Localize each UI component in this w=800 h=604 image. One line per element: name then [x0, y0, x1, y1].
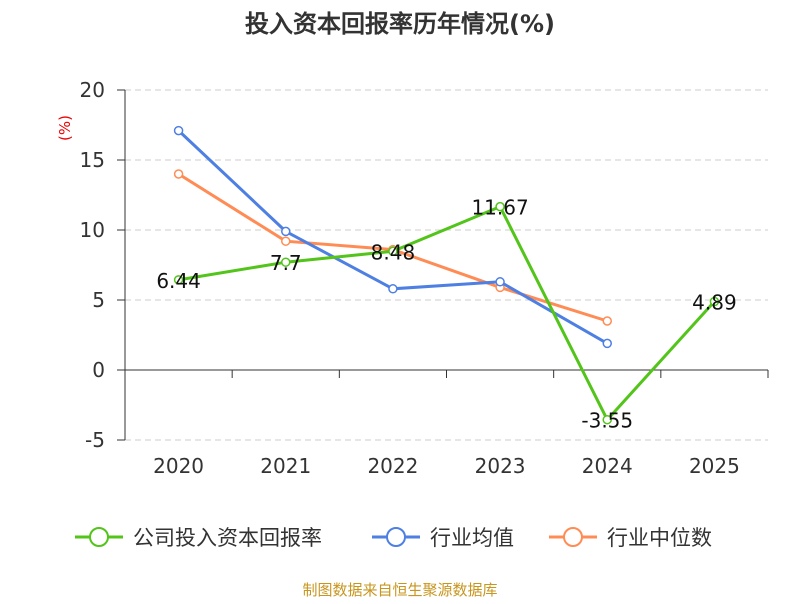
- x-tick-label: 2021: [260, 454, 311, 478]
- y-tick-label: 0: [92, 358, 105, 382]
- x-tick-label: 2020: [153, 454, 204, 478]
- data-point[interactable]: [173, 125, 184, 136]
- x-tick-label: 2023: [475, 454, 526, 478]
- data-point[interactable]: [281, 226, 291, 237]
- legend-marker[interactable]: [563, 527, 583, 547]
- data-label: 4.89: [692, 291, 737, 315]
- data-label: 6.44: [156, 269, 201, 293]
- y-tick-label: 10: [80, 218, 105, 242]
- x-tick-label: 2025: [689, 454, 740, 478]
- source-note: 制图数据来自恒生聚源数据库: [302, 581, 497, 599]
- data-point[interactable]: [281, 257, 291, 267]
- data-point[interactable]: [281, 236, 291, 246]
- data-label: 11.67: [471, 196, 528, 220]
- x-tick-label: 2024: [582, 454, 633, 478]
- legend-marker[interactable]: [386, 527, 406, 547]
- x-tick-label: 2022: [367, 454, 418, 478]
- data-label: -3.55: [581, 409, 633, 433]
- legend-label[interactable]: 行业中位数: [607, 526, 712, 550]
- data-point[interactable]: [602, 338, 612, 349]
- data-point[interactable]: [173, 275, 184, 285]
- legend-label[interactable]: 公司投入资本回报率: [133, 526, 322, 550]
- data-point[interactable]: [173, 169, 184, 179]
- data-point[interactable]: [388, 284, 398, 294]
- series-line: [177, 129, 608, 345]
- y-tick-label: -5: [85, 428, 105, 452]
- data-point[interactable]: [602, 414, 612, 425]
- y-tick-label: 5: [92, 288, 105, 312]
- data-point[interactable]: [388, 246, 398, 257]
- data-label: 8.48: [371, 240, 416, 264]
- data-point[interactable]: [709, 296, 720, 307]
- data-label: 7.7: [270, 251, 302, 275]
- series-line: [178, 204, 716, 423]
- data-point[interactable]: [495, 277, 505, 287]
- legend-marker[interactable]: [89, 527, 109, 547]
- y-tick-label: 20: [80, 78, 105, 102]
- legend-label[interactable]: 行业均值: [430, 526, 514, 550]
- y-tick-label: 15: [80, 148, 105, 172]
- y-axis-label: (%): [56, 115, 74, 141]
- data-point[interactable]: [602, 316, 612, 326]
- chart-title: 投入资本回报率历年情况(%): [245, 10, 555, 38]
- data-point[interactable]: [495, 201, 505, 212]
